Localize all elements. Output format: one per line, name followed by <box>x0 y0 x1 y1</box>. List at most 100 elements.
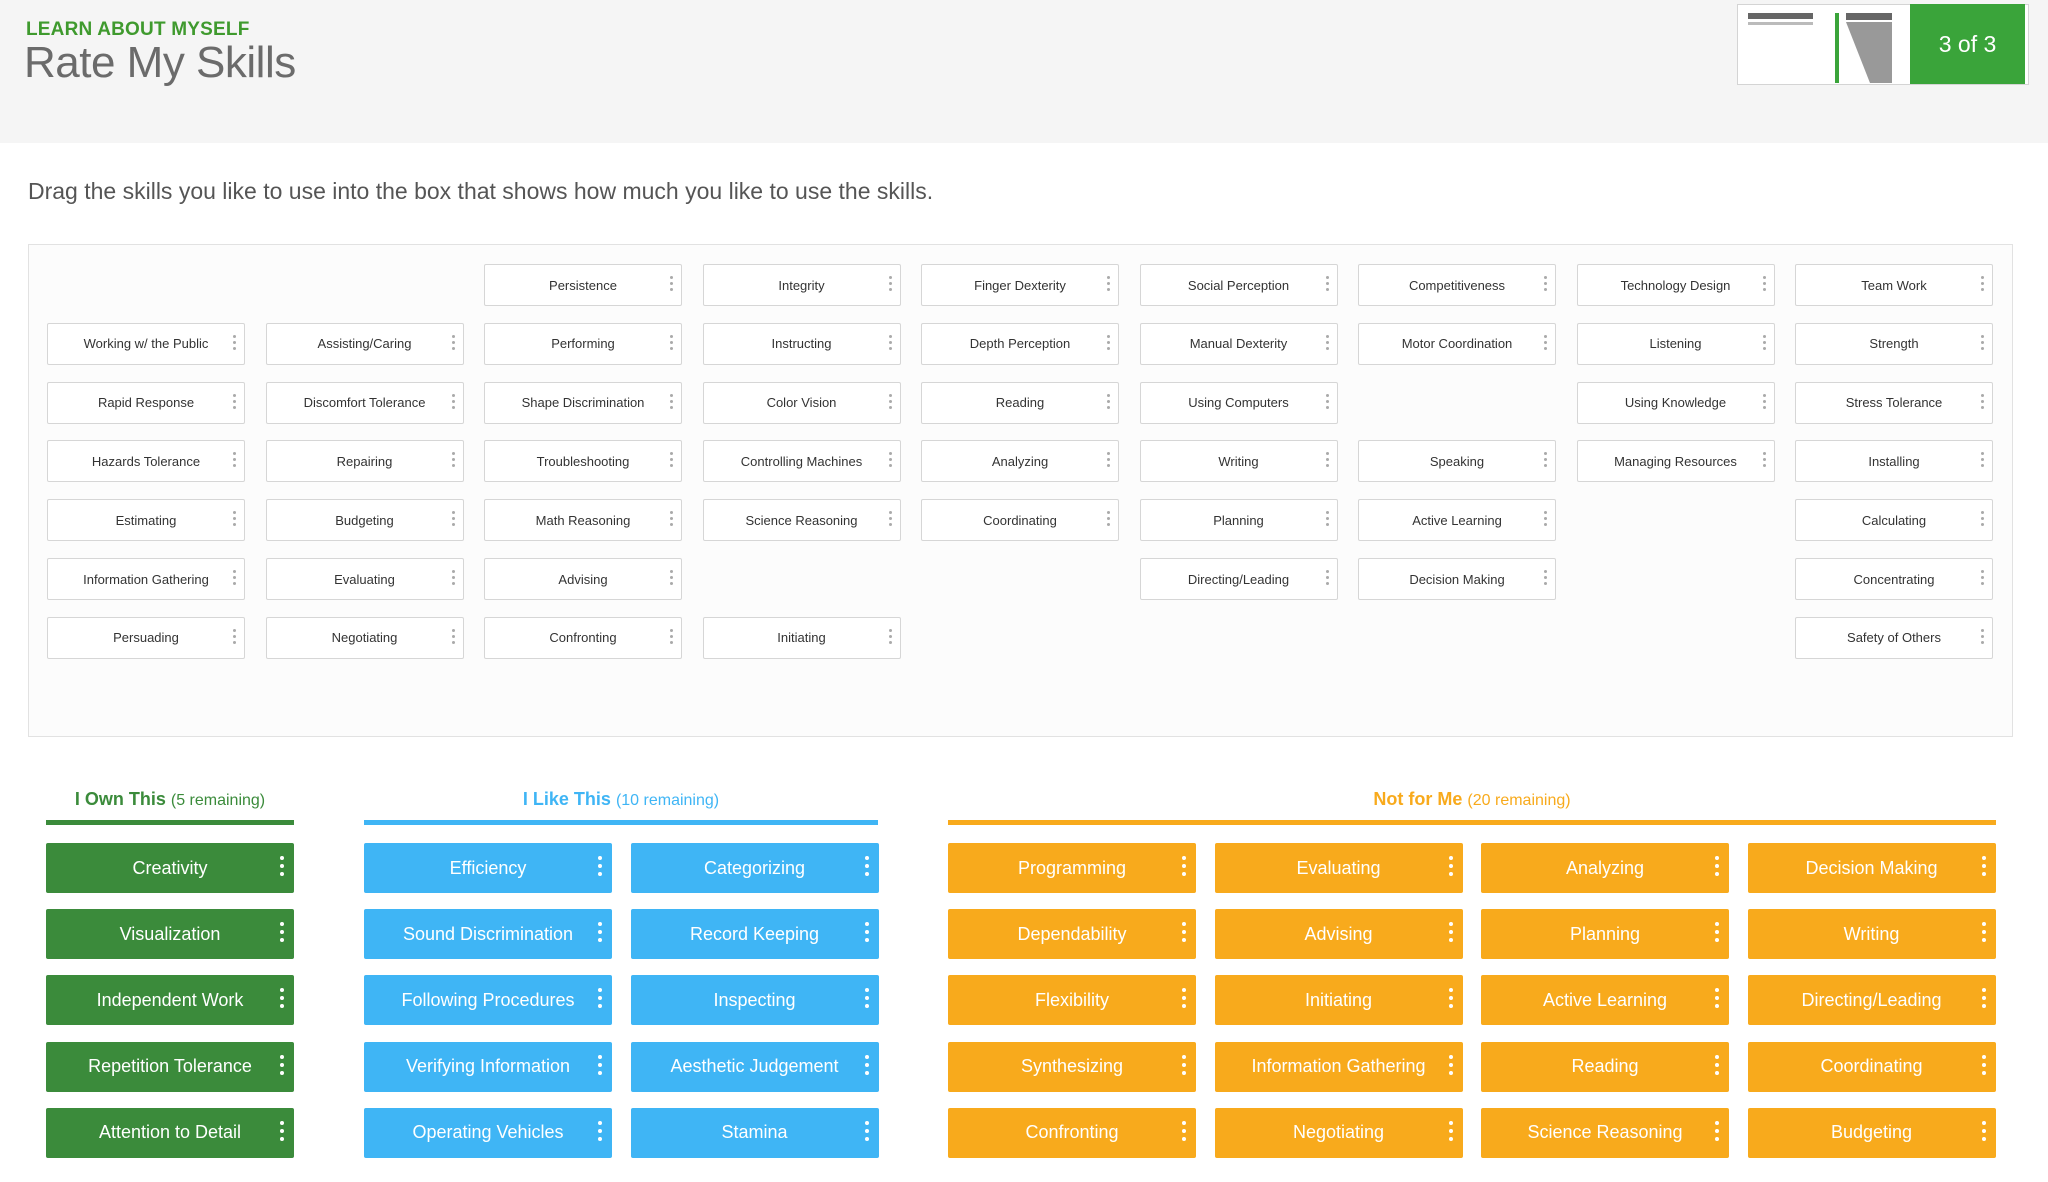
skill-chip-math-reasoning[interactable]: Math Reasoning <box>484 499 682 542</box>
drag-handle-icon[interactable] <box>1448 988 1453 1012</box>
notme-skill-card-coordinating[interactable]: Coordinating <box>1747 1041 1996 1092</box>
skill-chip-competitiveness[interactable]: Competitiveness <box>1358 264 1556 306</box>
skill-chip-listening[interactable]: Listening <box>1576 322 1775 365</box>
skill-chip-active-learning[interactable]: Active Learning <box>1358 499 1556 542</box>
drag-handle-icon[interactable] <box>888 334 892 353</box>
own-skill-card-repetition-tolerance[interactable]: Repetition Tolerance <box>46 1041 294 1092</box>
like-skill-card-sound-discrimination[interactable]: Sound Discrimination <box>364 909 612 960</box>
drag-handle-icon[interactable] <box>1107 511 1110 529</box>
own-skill-card-independent-work[interactable]: Independent Work <box>46 975 294 1026</box>
like-skill-card-efficiency[interactable]: Efficiency <box>364 843 612 893</box>
like-skill-card-categorizing[interactable]: Categorizing <box>630 843 879 893</box>
drag-handle-icon[interactable] <box>1544 276 1547 294</box>
drag-handle-icon[interactable] <box>1981 1120 1986 1145</box>
drag-handle-icon[interactable] <box>1325 276 1329 294</box>
drag-handle-icon[interactable] <box>233 334 236 353</box>
like-skill-card-record-keeping[interactable]: Record Keeping <box>630 909 879 960</box>
skill-chip-repairing[interactable]: Repairing <box>265 440 464 483</box>
skill-chip-persuading[interactable]: Persuading <box>47 616 245 659</box>
drag-handle-icon[interactable] <box>280 988 284 1012</box>
drag-handle-icon[interactable] <box>451 570 455 588</box>
notme-skill-card-programming[interactable]: Programming <box>948 843 1196 893</box>
skill-chip-rapid-response[interactable]: Rapid Response <box>47 381 245 424</box>
drag-handle-icon[interactable] <box>670 276 673 294</box>
skill-chip-stress-tolerance[interactable]: Stress Tolerance <box>1795 381 1993 424</box>
notme-skill-card-synthesizing[interactable]: Synthesizing <box>948 1041 1196 1092</box>
skill-chip-estimating[interactable]: Estimating <box>47 499 245 542</box>
skill-chip-technology-design[interactable]: Technology Design <box>1576 264 1775 306</box>
drag-handle-icon[interactable] <box>1981 1054 1986 1079</box>
drag-handle-icon[interactable] <box>451 452 455 470</box>
like-skill-card-following-procedures[interactable]: Following Procedures <box>364 975 612 1026</box>
drag-handle-icon[interactable] <box>670 452 673 470</box>
skill-chip-science-reasoning[interactable]: Science Reasoning <box>702 499 901 542</box>
drag-handle-icon[interactable] <box>1715 1054 1719 1079</box>
notme-skill-card-advising[interactable]: Advising <box>1214 909 1463 960</box>
skill-chip-using-knowledge[interactable]: Using Knowledge <box>1576 381 1775 424</box>
drag-handle-icon[interactable] <box>1182 1120 1186 1145</box>
drag-handle-icon[interactable] <box>451 393 455 412</box>
skill-chip-initiating[interactable]: Initiating <box>702 616 901 659</box>
drag-handle-icon[interactable] <box>1715 1120 1719 1145</box>
like-skill-card-operating-vehicles[interactable]: Operating Vehicles <box>364 1107 612 1158</box>
drag-handle-icon[interactable] <box>1325 334 1329 353</box>
skill-chip-social-perception[interactable]: Social Perception <box>1139 264 1338 306</box>
drag-handle-icon[interactable] <box>280 1120 284 1145</box>
like-skill-card-aesthetic-judgement[interactable]: Aesthetic Judgement <box>630 1041 879 1092</box>
drag-handle-icon[interactable] <box>1544 511 1547 529</box>
drag-handle-icon[interactable] <box>888 511 892 529</box>
drag-handle-icon[interactable] <box>1981 628 1984 647</box>
drag-handle-icon[interactable] <box>670 511 673 529</box>
skill-chip-instructing[interactable]: Instructing <box>702 322 901 365</box>
skill-chip-coordinating[interactable]: Coordinating <box>921 499 1119 542</box>
like-skill-card-verifying-information[interactable]: Verifying Information <box>364 1041 612 1092</box>
drag-handle-icon[interactable] <box>1981 856 1986 880</box>
notme-skill-card-directing-leading[interactable]: Directing/Leading <box>1747 975 1996 1026</box>
skill-pool[interactable]: Persistence Integrity Finger Dexterity Soci… <box>28 244 2013 737</box>
drag-handle-icon[interactable] <box>1544 334 1547 353</box>
skill-chip-depth-perception[interactable]: Depth Perception <box>921 322 1119 365</box>
drag-handle-icon[interactable] <box>1325 511 1329 529</box>
drag-handle-icon[interactable] <box>1448 922 1453 946</box>
skill-chip-integrity[interactable]: Integrity <box>702 264 901 306</box>
skill-chip-controlling-machines[interactable]: Controlling Machines <box>702 440 901 483</box>
drag-handle-icon[interactable] <box>1715 988 1719 1012</box>
skill-chip-evaluating[interactable]: Evaluating <box>265 558 464 600</box>
drag-handle-icon[interactable] <box>1107 452 1110 470</box>
drag-handle-icon[interactable] <box>598 922 602 946</box>
drag-handle-icon[interactable] <box>1762 393 1766 412</box>
drag-handle-icon[interactable] <box>233 628 236 647</box>
drag-handle-icon[interactable] <box>280 1054 284 1079</box>
drag-handle-icon[interactable] <box>1981 511 1984 529</box>
drag-handle-icon[interactable] <box>1325 452 1329 470</box>
drag-handle-icon[interactable] <box>1325 393 1329 412</box>
drag-handle-icon[interactable] <box>888 628 892 647</box>
notme-skill-card-dependability[interactable]: Dependability <box>948 909 1196 960</box>
drag-handle-icon[interactable] <box>1981 393 1984 412</box>
drag-handle-icon[interactable] <box>1981 452 1984 470</box>
notme-skill-card-writing[interactable]: Writing <box>1747 909 1996 960</box>
drag-handle-icon[interactable] <box>888 452 892 470</box>
skill-chip-confronting[interactable]: Confronting <box>484 616 682 659</box>
drag-handle-icon[interactable] <box>1182 922 1186 946</box>
drag-handle-icon[interactable] <box>1981 334 1984 353</box>
drag-handle-icon[interactable] <box>1448 1120 1453 1145</box>
skill-chip-performing[interactable]: Performing <box>484 322 682 365</box>
skill-chip-planning[interactable]: Planning <box>1139 499 1338 542</box>
drag-handle-icon[interactable] <box>598 1054 602 1079</box>
drag-handle-icon[interactable] <box>233 570 236 588</box>
skill-chip-hazards-tolerance[interactable]: Hazards Tolerance <box>47 440 245 483</box>
drag-handle-icon[interactable] <box>670 334 673 353</box>
drag-handle-icon[interactable] <box>864 856 869 880</box>
notme-skill-card-flexibility[interactable]: Flexibility <box>948 975 1196 1026</box>
drag-handle-icon[interactable] <box>888 393 892 412</box>
notme-skill-card-information-gathering[interactable]: Information Gathering <box>1214 1041 1463 1092</box>
drag-handle-icon[interactable] <box>1981 988 1986 1012</box>
skill-chip-reading[interactable]: Reading <box>921 381 1119 424</box>
drag-handle-icon[interactable] <box>451 334 455 353</box>
drag-handle-icon[interactable] <box>598 856 602 880</box>
skill-chip-managing-resources[interactable]: Managing Resources <box>1576 440 1775 483</box>
drag-handle-icon[interactable] <box>670 393 673 412</box>
drag-handle-icon[interactable] <box>1981 276 1984 294</box>
drag-handle-icon[interactable] <box>1182 1054 1186 1079</box>
